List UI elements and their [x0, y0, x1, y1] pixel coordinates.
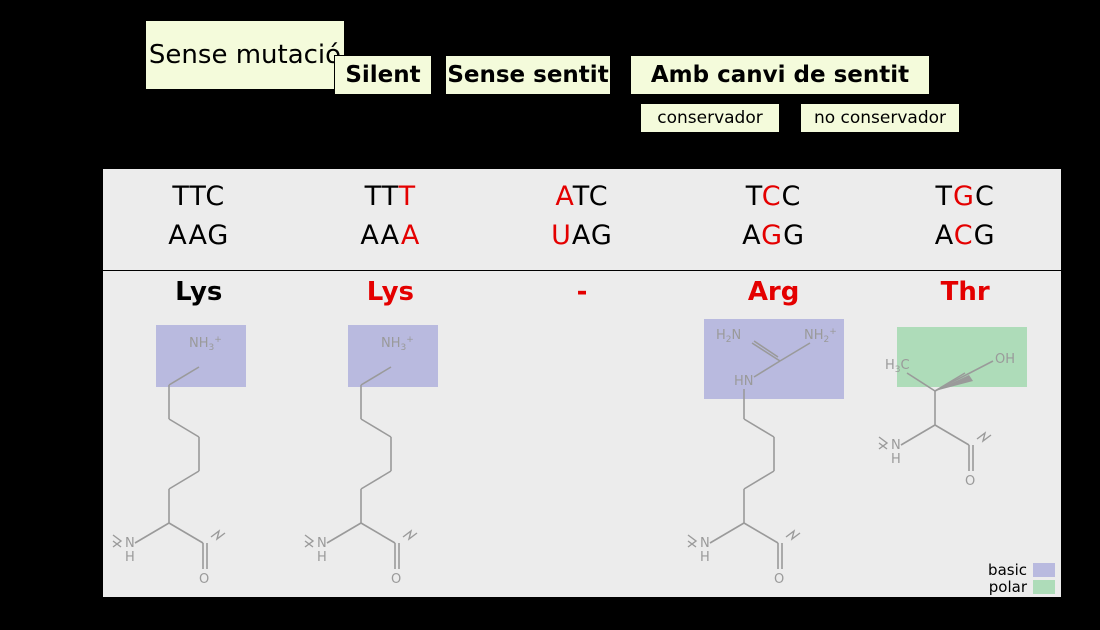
- dna-codon: TTC: [103, 169, 295, 216]
- mrna-codon: AGG: [678, 216, 870, 263]
- dna-codon: TCC: [678, 169, 870, 216]
- header-conservative-label: conservador: [657, 108, 763, 128]
- header-nonsense-label: Sense sentit: [447, 62, 608, 88]
- structure-cell: [486, 319, 678, 589]
- legend-basic-label: basic: [988, 562, 1027, 579]
- legend-polar: polar: [988, 579, 1055, 596]
- legend-basic: basic: [988, 562, 1055, 579]
- mrna-codon: AAG: [103, 216, 295, 263]
- legend-polar-label: polar: [989, 579, 1027, 596]
- amino-acid-label: -: [486, 277, 678, 307]
- legend-polar-swatch: [1033, 580, 1055, 594]
- amino-acid-label: Lys: [103, 277, 295, 307]
- header-nonconservative: no conservador: [800, 103, 960, 133]
- legend: basic polar: [988, 562, 1055, 595]
- amino-acid-label: Lys: [295, 277, 487, 307]
- panel-divider: [103, 270, 1061, 271]
- amino-acid-label: Thr: [869, 277, 1061, 307]
- structure-row: [103, 319, 1061, 589]
- legend-basic-swatch: [1033, 563, 1055, 577]
- header-nonsense: Sense sentit: [445, 55, 611, 95]
- header-no-mutation: Sense mutació: [145, 20, 345, 90]
- header-silent: Silent: [334, 55, 432, 95]
- structure-cell: [103, 319, 295, 589]
- structure-cell: [678, 319, 870, 589]
- dna-codon: TTT: [295, 169, 487, 216]
- header-silent-label: Silent: [345, 62, 420, 88]
- thr-structure-icon: [877, 319, 1067, 589]
- header-conservative: conservador: [640, 103, 780, 133]
- mrna-codon: AAA: [295, 216, 487, 263]
- dna-codon: ATC: [486, 169, 678, 216]
- structure-cell: [295, 319, 487, 589]
- amino-acid-label: Arg: [678, 277, 870, 307]
- structure-cell: [869, 319, 1061, 589]
- lys-structure-icon: [303, 317, 493, 587]
- main-panel: TTCTTTATCTCCTGC AAGAAAUAGAGGACG LysLys-A…: [102, 168, 1062, 598]
- headers-region: Sense mutació Silent Sense sentit Amb ca…: [0, 20, 1100, 160]
- mrna-row: AAGAAAUAGAGGACG: [103, 216, 1061, 263]
- header-missense-label: Amb canvi de sentit: [651, 62, 909, 88]
- mrna-codon: ACG: [869, 216, 1061, 263]
- dna-codon: TGC: [869, 169, 1061, 216]
- mrna-codon: UAG: [486, 216, 678, 263]
- amino-acid-row: LysLys-ArgThr: [103, 277, 1061, 307]
- header-nonconservative-label: no conservador: [814, 108, 946, 128]
- arg-structure-icon: [686, 317, 876, 587]
- dna-row: TTCTTTATCTCCTGC: [103, 169, 1061, 216]
- header-no-mutation-label: Sense mutació: [149, 40, 341, 70]
- lys-structure-icon: [111, 317, 301, 587]
- header-missense: Amb canvi de sentit: [630, 55, 930, 95]
